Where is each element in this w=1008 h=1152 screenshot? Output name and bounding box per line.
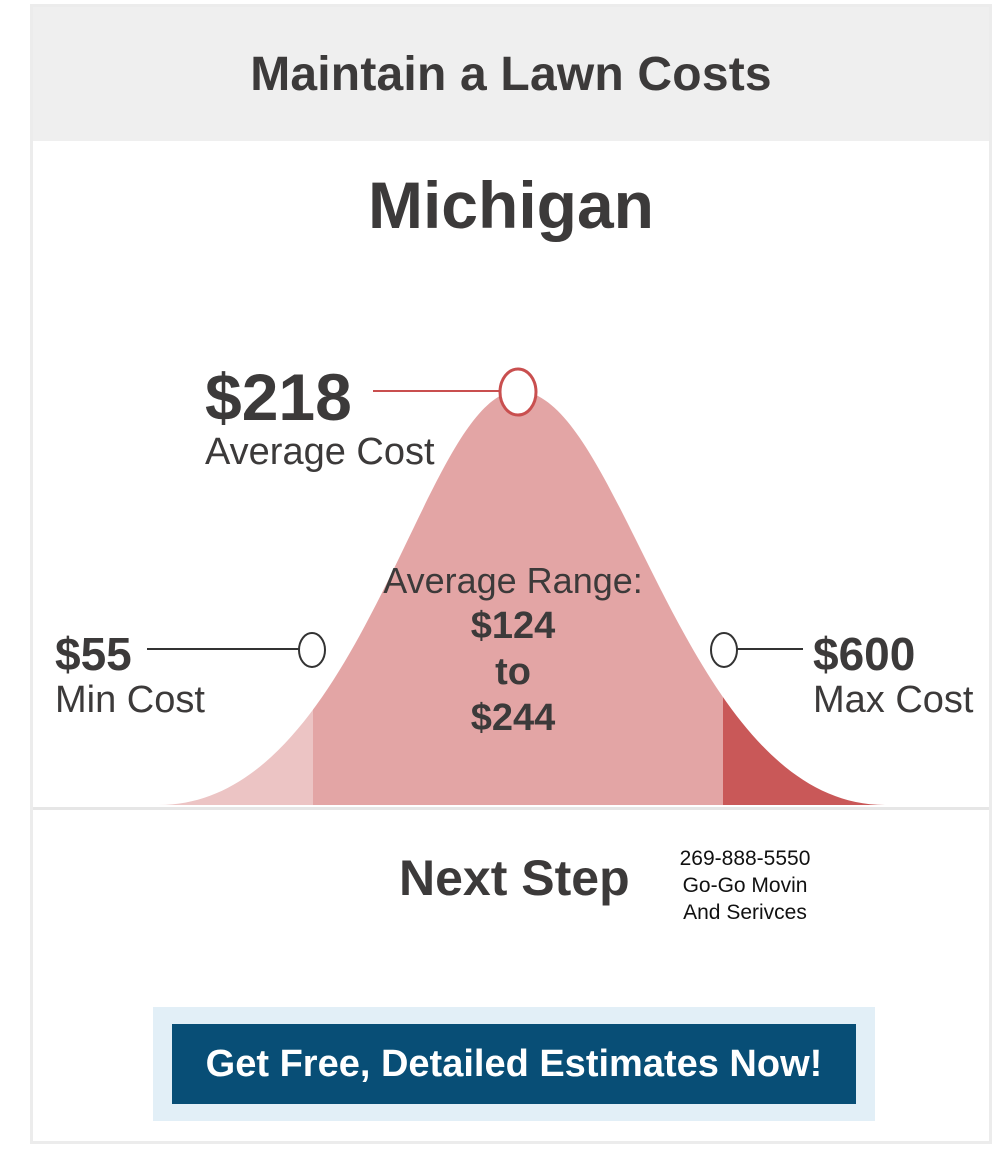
contact-company-line2: And Serivces (683, 901, 807, 924)
min-marker (298, 632, 326, 668)
next-step-heading: Next Step (399, 850, 630, 906)
section-divider (33, 807, 989, 810)
contact-company-line1: Go-Go Movin (682, 874, 808, 897)
average-range-block: Average Range: $124 to $244 (363, 559, 663, 741)
get-estimates-button[interactable]: Get Free, Detailed Estimates Now! (172, 1024, 856, 1104)
contact-info: 269-888-5550 Go-Go Movin And Serivces (655, 845, 835, 926)
cost-card: Maintain a Lawn Costs Michigan $218 Aver… (30, 4, 992, 1144)
average-cost-label: Average Cost (205, 431, 435, 473)
min-cost-label: Min Cost (55, 679, 205, 721)
average-cost-value: $218 (205, 360, 352, 434)
average-range-high: $244 (470, 697, 556, 739)
max-cost-label: Max Cost (813, 679, 974, 721)
average-range-low: $124 (470, 605, 556, 647)
max-marker (710, 632, 738, 668)
contact-phone: 269-888-5550 (679, 847, 811, 870)
cost-distribution-chart (147, 367, 885, 805)
page-title: Maintain a Lawn Costs (250, 47, 772, 101)
average-range-connector: to (495, 651, 531, 693)
min-cost-value: $55 (55, 628, 132, 680)
right-tail-area (723, 391, 885, 805)
header-bar: Maintain a Lawn Costs (33, 7, 989, 141)
state-name: Michigan (367, 168, 654, 242)
cta-container: Get Free, Detailed Estimates Now! (153, 1007, 875, 1121)
max-cost-value: $600 (813, 628, 916, 680)
avg-marker (498, 367, 538, 417)
average-range-title: Average Range: (383, 560, 643, 601)
